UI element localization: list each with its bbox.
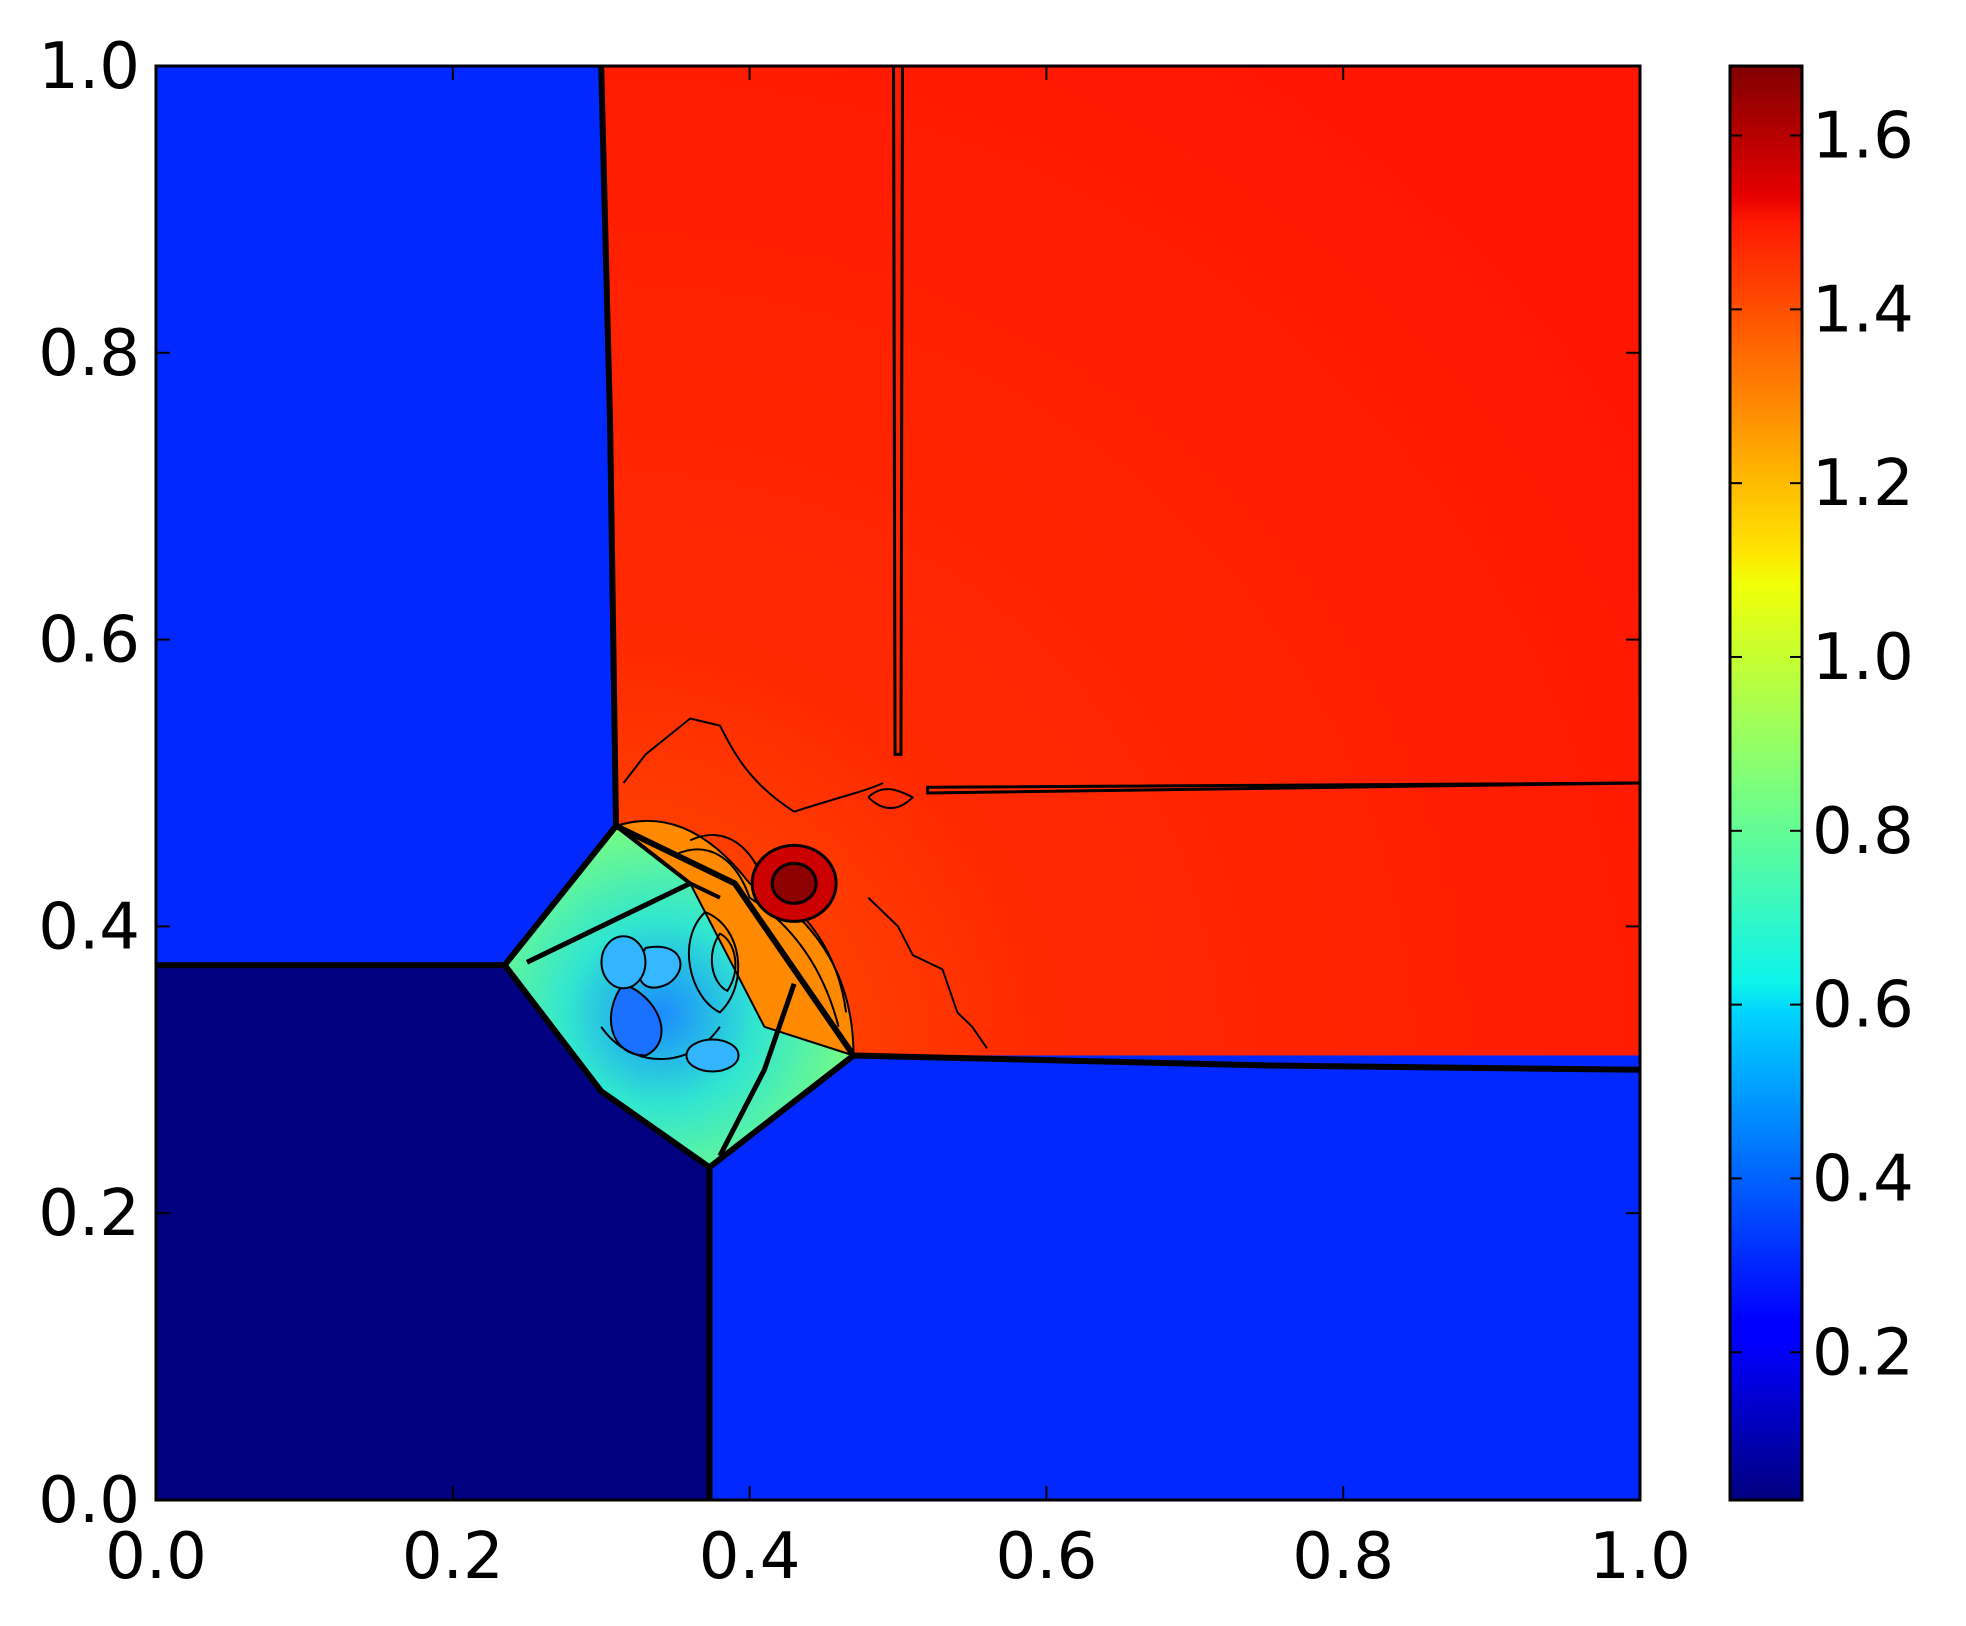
blue-lobe-upper — [600, 935, 647, 990]
colorbar-tick-label: 0.6 — [1812, 969, 1914, 1043]
region-bottom-right-fill — [709, 1055, 1640, 1500]
colorbar-tick-label: 0.8 — [1812, 795, 1914, 869]
x-tick-label: 0.2 — [402, 1520, 504, 1594]
colorbar-tick-label: 0.4 — [1812, 1142, 1914, 1216]
x-tick-label: 0.0 — [105, 1520, 207, 1594]
internal-shock-upper — [525, 881, 692, 965]
y-tick-label: 0.8 — [38, 317, 140, 391]
x-tick-label: 0.8 — [1292, 1520, 1394, 1594]
internal-shock-lower — [717, 982, 797, 1157]
contour-lines — [600, 66, 1640, 1073]
colorbar-tick-label: 1.6 — [1812, 100, 1914, 174]
density-peak-inner — [770, 861, 818, 905]
colorbar-tick-label: 1.0 — [1812, 621, 1914, 695]
x-tick-label: 1.0 — [1589, 1520, 1691, 1594]
y-tick-label: 0.4 — [38, 890, 140, 964]
contact-vortex — [867, 788, 914, 810]
plot-area — [156, 66, 1640, 1500]
x-tick-label: 0.4 — [699, 1520, 801, 1594]
y-axis-ticks: 0.0 0.2 0.4 0.6 0.8 1.0 — [38, 30, 1640, 1538]
contour-lobe-1 — [674, 848, 840, 1028]
orange-contour-lower — [867, 896, 988, 1049]
region-central-interaction — [504, 826, 854, 1168]
blue-lobe-lower — [685, 1038, 740, 1073]
colorbar-tick-label: 0.2 — [1812, 1316, 1914, 1390]
swirl-contour-1 — [609, 982, 663, 1057]
colorbar-tick-label: 1.2 — [1812, 447, 1914, 521]
y-tick-label: 0.6 — [38, 604, 140, 678]
internal-shock-top — [614, 824, 721, 900]
y-tick-label: 0.0 — [38, 1464, 140, 1538]
swirl-contour-3 — [688, 911, 740, 1014]
y-tick-label: 0.2 — [38, 1177, 140, 1251]
shock-vertical-left — [598, 66, 619, 827]
x-tick-label: 0.6 — [996, 1520, 1098, 1594]
x-axis-ticks: 0.0 0.2 0.4 0.6 0.8 1.0 — [105, 66, 1691, 1594]
colorbar-tick-label: 1.4 — [1812, 273, 1914, 347]
colorbar — [1728, 64, 1804, 1502]
contact-horizontal — [926, 781, 1640, 795]
plot-frame — [154, 64, 1642, 1502]
orange-contour-mid — [793, 782, 884, 813]
shock-lines — [156, 66, 1640, 1500]
contact-vertical — [892, 66, 904, 756]
colorbar-ticks: 0.2 0.4 0.6 0.8 1.0 1.2 1.4 1.6 — [1730, 100, 1914, 1390]
region-top-left-fill — [156, 66, 616, 966]
y-tick-label: 1.0 — [38, 30, 140, 104]
swirl-contour-4 — [710, 932, 737, 992]
orange-contour-upper — [622, 717, 795, 813]
shock-horizontal-right — [853, 1052, 1640, 1073]
